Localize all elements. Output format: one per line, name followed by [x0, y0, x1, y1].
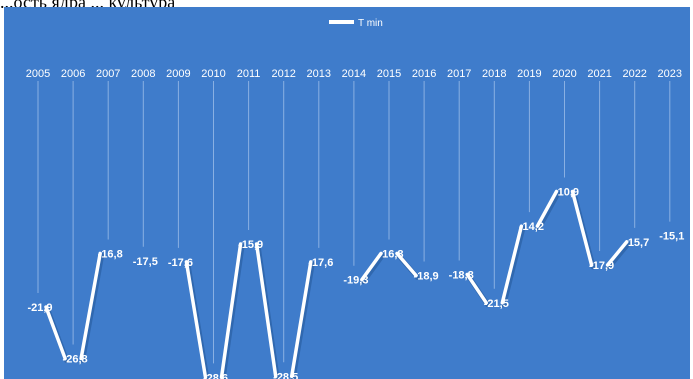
data-label: -15,1 [659, 231, 684, 243]
data-label: -17,6 [308, 257, 333, 269]
data-label: -16,8 [378, 248, 403, 260]
series-line-shadow [536, 191, 561, 231]
x-tick-label: 2019 [517, 68, 541, 80]
data-label: -19,3 [343, 275, 368, 287]
series-line-segment [360, 251, 383, 282]
x-tick-label: 2010 [201, 68, 225, 80]
data-label: -26,8 [63, 353, 88, 365]
series-line-segment [44, 305, 67, 361]
x-tick-label: 2016 [412, 68, 436, 80]
data-label: -15,9 [238, 239, 263, 251]
series-line-segment [465, 272, 489, 305]
x-tick-label: 2013 [307, 68, 331, 80]
data-label: -17,9 [589, 260, 614, 272]
series-line-segment [500, 224, 524, 305]
series-line-segment [79, 251, 102, 361]
data-label: -18,9 [414, 271, 439, 283]
series-line-shadow [80, 252, 105, 363]
data-label: -10,9 [554, 187, 579, 199]
series-line-shadow [290, 261, 315, 379]
legend-label: T min [358, 18, 383, 29]
data-label: -15,7 [624, 237, 649, 249]
series-line-shadow [220, 243, 245, 379]
series-line-shadow [360, 252, 385, 285]
x-tick-label: 2015 [377, 68, 401, 80]
x-tick-label: 2017 [447, 68, 471, 80]
x-tick-label: 2009 [166, 68, 190, 80]
data-label: -14,2 [519, 221, 544, 233]
chart-background [4, 7, 690, 379]
series-line-shadow [606, 241, 631, 270]
x-tick-label: 2022 [622, 68, 646, 80]
data-label: -28,6 [203, 372, 228, 379]
caption-text: ...ость ядра ... культура [0, 0, 176, 10]
x-tick-label: 2018 [482, 68, 506, 80]
series-line-segment [219, 242, 243, 379]
series-line-segment [254, 242, 278, 379]
series-line-segment [535, 189, 559, 228]
x-tick-label: 2006 [61, 68, 85, 80]
data-label: -21,9 [27, 302, 52, 314]
series-line-segment [184, 260, 208, 379]
series-line-shadow [501, 225, 526, 308]
series-line-segment [570, 189, 594, 267]
data-label: -16,8 [98, 248, 123, 260]
line-chart: T min 2005 2006 2007 2008 2009 2010 2011 2012 20… [4, 7, 690, 379]
x-tick-label: 2020 [552, 68, 576, 80]
data-label: -18,8 [449, 269, 474, 281]
series-line-segment [395, 251, 418, 278]
data-label: -17,6 [168, 257, 193, 269]
x-tick-label: 2014 [342, 68, 366, 80]
data-label: -28,5 [273, 371, 298, 379]
x-tick-label: 2023 [658, 68, 682, 80]
data-label: -17,5 [133, 256, 158, 268]
x-tick-label: 2005 [26, 68, 50, 80]
x-tick-label: 2012 [271, 68, 295, 80]
x-tick-label: 2021 [587, 68, 611, 80]
data-label: -21,5 [484, 298, 509, 310]
series-line-segment [289, 260, 313, 379]
series-line-segment [605, 240, 629, 267]
x-tick-label: 2011 [237, 68, 261, 80]
legend: T min [329, 18, 383, 29]
x-tick-label: 2008 [131, 68, 155, 80]
x-tick-label: 2007 [96, 68, 120, 80]
